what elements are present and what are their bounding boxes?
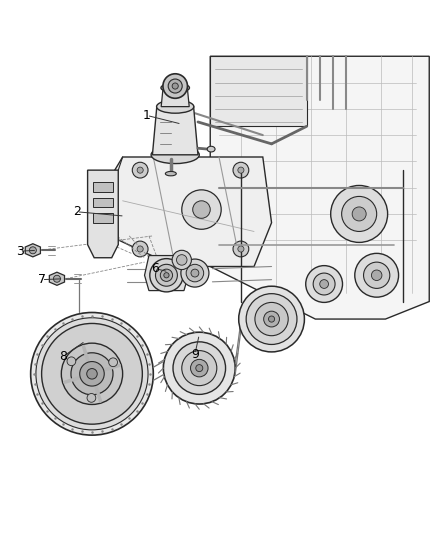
Circle shape [181, 259, 209, 287]
Circle shape [331, 185, 388, 243]
Circle shape [313, 273, 335, 295]
Circle shape [163, 74, 187, 98]
Circle shape [80, 361, 104, 386]
Text: 3: 3 [16, 245, 24, 257]
Circle shape [31, 312, 153, 435]
Text: 8: 8 [60, 350, 67, 363]
Polygon shape [145, 255, 188, 290]
Circle shape [155, 264, 177, 286]
Circle shape [164, 273, 169, 278]
Circle shape [87, 393, 96, 402]
Ellipse shape [166, 172, 176, 176]
Circle shape [87, 368, 97, 379]
Circle shape [53, 275, 60, 282]
Circle shape [36, 318, 148, 430]
Circle shape [168, 79, 182, 93]
Circle shape [238, 167, 244, 173]
Polygon shape [210, 56, 307, 126]
Circle shape [371, 270, 382, 280]
Circle shape [306, 265, 343, 302]
Circle shape [186, 264, 204, 282]
Text: 1: 1 [143, 109, 151, 122]
Circle shape [238, 246, 244, 252]
Circle shape [67, 357, 76, 366]
Bar [93, 182, 113, 192]
Circle shape [177, 255, 187, 265]
Circle shape [182, 351, 217, 386]
Bar [93, 198, 113, 207]
Circle shape [71, 353, 113, 395]
Circle shape [342, 197, 377, 231]
Circle shape [173, 342, 226, 394]
Circle shape [364, 262, 390, 288]
Circle shape [160, 269, 173, 281]
Polygon shape [25, 244, 40, 257]
Ellipse shape [157, 100, 194, 113]
Text: 7: 7 [38, 273, 46, 286]
Polygon shape [96, 157, 272, 266]
Text: 2: 2 [73, 205, 81, 218]
Circle shape [182, 190, 221, 229]
Polygon shape [49, 272, 64, 285]
Ellipse shape [207, 146, 215, 152]
Circle shape [320, 280, 328, 288]
Polygon shape [152, 107, 198, 155]
Circle shape [42, 324, 142, 424]
Circle shape [355, 253, 399, 297]
Bar [93, 213, 113, 223]
Circle shape [172, 83, 178, 89]
Circle shape [264, 311, 279, 327]
Circle shape [255, 302, 288, 336]
Circle shape [61, 343, 123, 405]
Circle shape [132, 241, 148, 257]
Ellipse shape [161, 83, 190, 93]
Circle shape [29, 247, 36, 254]
Circle shape [150, 259, 183, 292]
Circle shape [172, 251, 191, 270]
Circle shape [233, 162, 249, 178]
Polygon shape [210, 56, 429, 319]
Circle shape [191, 359, 208, 377]
Circle shape [137, 246, 143, 252]
Text: 9: 9 [191, 348, 199, 361]
Circle shape [137, 167, 143, 173]
Circle shape [196, 365, 203, 372]
Circle shape [109, 358, 117, 367]
Ellipse shape [151, 146, 199, 164]
Circle shape [239, 286, 304, 352]
Circle shape [268, 316, 275, 322]
Circle shape [163, 332, 235, 404]
Circle shape [352, 207, 366, 221]
Circle shape [193, 201, 210, 219]
Circle shape [233, 241, 249, 257]
Circle shape [246, 294, 297, 344]
Text: 6: 6 [152, 262, 159, 275]
Polygon shape [161, 89, 189, 107]
Polygon shape [88, 170, 118, 258]
Circle shape [191, 269, 199, 277]
Circle shape [132, 162, 148, 178]
